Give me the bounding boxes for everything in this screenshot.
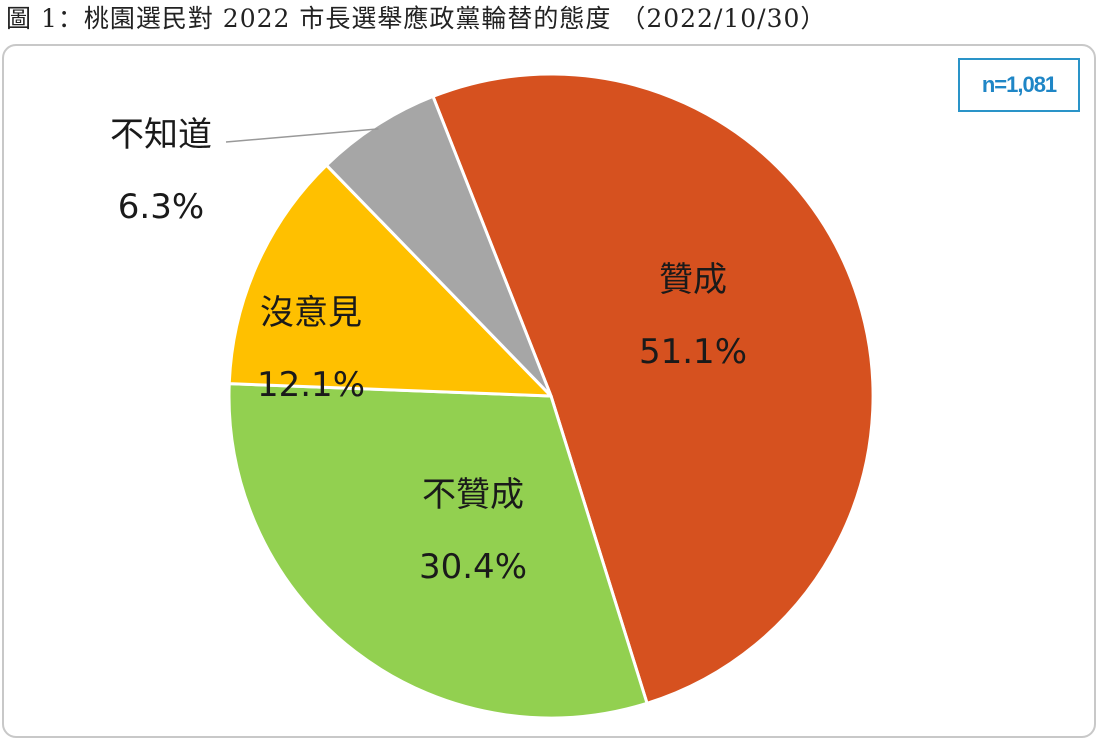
chart-title: 圖 1：桃園選民對 2022 市長選舉應政黨輪替的態度 （2022/10/30） — [6, 4, 827, 33]
slice-label-approve: 贊成 — [659, 260, 727, 300]
slice-value-unknown: 6.3% — [118, 187, 204, 227]
slice-value-approve: 51.1% — [639, 332, 747, 372]
pie-slices — [227, 72, 875, 720]
slice-label-unknown: 不知道 — [110, 115, 212, 155]
slice-value-disapprove: 30.4% — [419, 547, 527, 587]
slice-label-disapprove: 不贊成 — [422, 475, 524, 515]
sample-size-badge: n=1,081 — [958, 58, 1080, 112]
pie-slice-disapprove — [227, 382, 649, 720]
slice-label-no-opinion: 沒意見 — [260, 293, 362, 333]
pie-labels: 贊成 51.1% 不贊成 30.4% 沒意見 12.1% 不知道 6.3% — [110, 115, 747, 587]
pie-slice-no-opinion — [227, 163, 553, 398]
unknown-leader-line — [225, 128, 379, 143]
pie-slice-unknown — [325, 94, 553, 398]
slice-value-no-opinion: 12.1% — [257, 365, 365, 405]
pie-slice-approve — [431, 72, 875, 705]
